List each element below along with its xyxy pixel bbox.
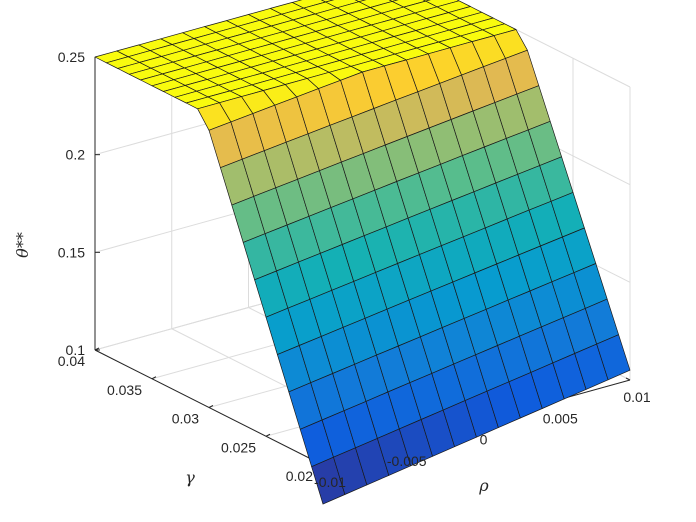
z-tick-label: 0.2 xyxy=(66,147,86,163)
y-tick-mark xyxy=(208,405,214,408)
y-tick-label: 0.04 xyxy=(58,353,85,369)
z-tick-label: 0.1 xyxy=(66,342,86,358)
y-tick-label: 0.035 xyxy=(107,382,142,398)
x-tick-label: -0.01 xyxy=(314,474,346,490)
x-tick-mark xyxy=(625,377,631,381)
surface-mesh xyxy=(94,0,631,505)
z-axis-label: θ** xyxy=(13,232,32,258)
surface-patch xyxy=(596,334,631,381)
y-tick-label: 0.02 xyxy=(286,468,313,484)
x-tick-label: 0 xyxy=(480,432,488,448)
y-tick-label: 0.03 xyxy=(172,411,199,427)
y-tick-mark xyxy=(151,376,157,380)
y-tick-mark xyxy=(265,433,271,437)
x-tick-label: 0.01 xyxy=(623,389,650,405)
y-tick-label: 0.025 xyxy=(221,439,256,455)
tick-labels: 0.1 0.15 0.2 0.25 -0.01 -0.005 0 0.005 0.01 0.02 0… xyxy=(58,49,651,490)
x-tick-label: 0.005 xyxy=(543,410,578,426)
x-axis-label: ρ xyxy=(478,476,489,495)
y-tick-mark xyxy=(94,347,100,351)
y-axis-label: γ xyxy=(185,468,195,487)
z-tick-label: 0.15 xyxy=(58,244,85,260)
z-tick-label: 0.25 xyxy=(58,49,85,65)
x-tick-label: -0.005 xyxy=(387,453,427,469)
